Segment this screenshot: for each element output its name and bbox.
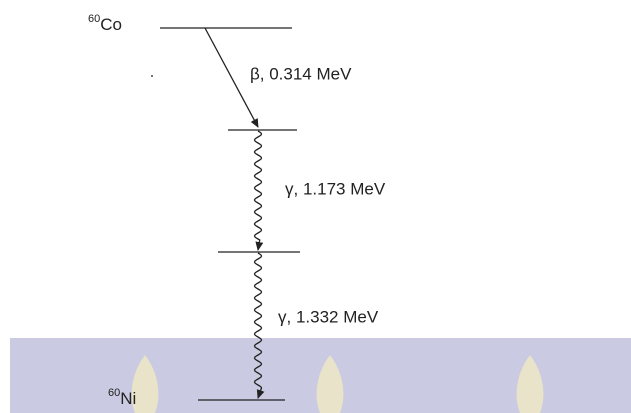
decor bbox=[316, 355, 344, 413]
daughter-label: 60Ni bbox=[108, 387, 136, 409]
decor bbox=[516, 355, 544, 413]
symbol: Co bbox=[100, 15, 122, 34]
symbol: Ni bbox=[120, 389, 136, 408]
decor bbox=[131, 355, 159, 413]
beta-arrow bbox=[204, 27, 259, 128]
transition-label: γ, 1.332 MeV bbox=[278, 307, 379, 326]
parent-label: 60Co bbox=[88, 13, 122, 35]
transition-label: γ, 1.173 MeV bbox=[285, 179, 386, 198]
mass-number: 60 bbox=[108, 387, 120, 399]
mass-number: 60 bbox=[88, 13, 100, 25]
gamma-arrow bbox=[253, 252, 265, 399]
gamma-arrow bbox=[253, 130, 264, 251]
transition-label: β, 0.314 MeV bbox=[250, 64, 352, 83]
dot bbox=[151, 75, 153, 77]
